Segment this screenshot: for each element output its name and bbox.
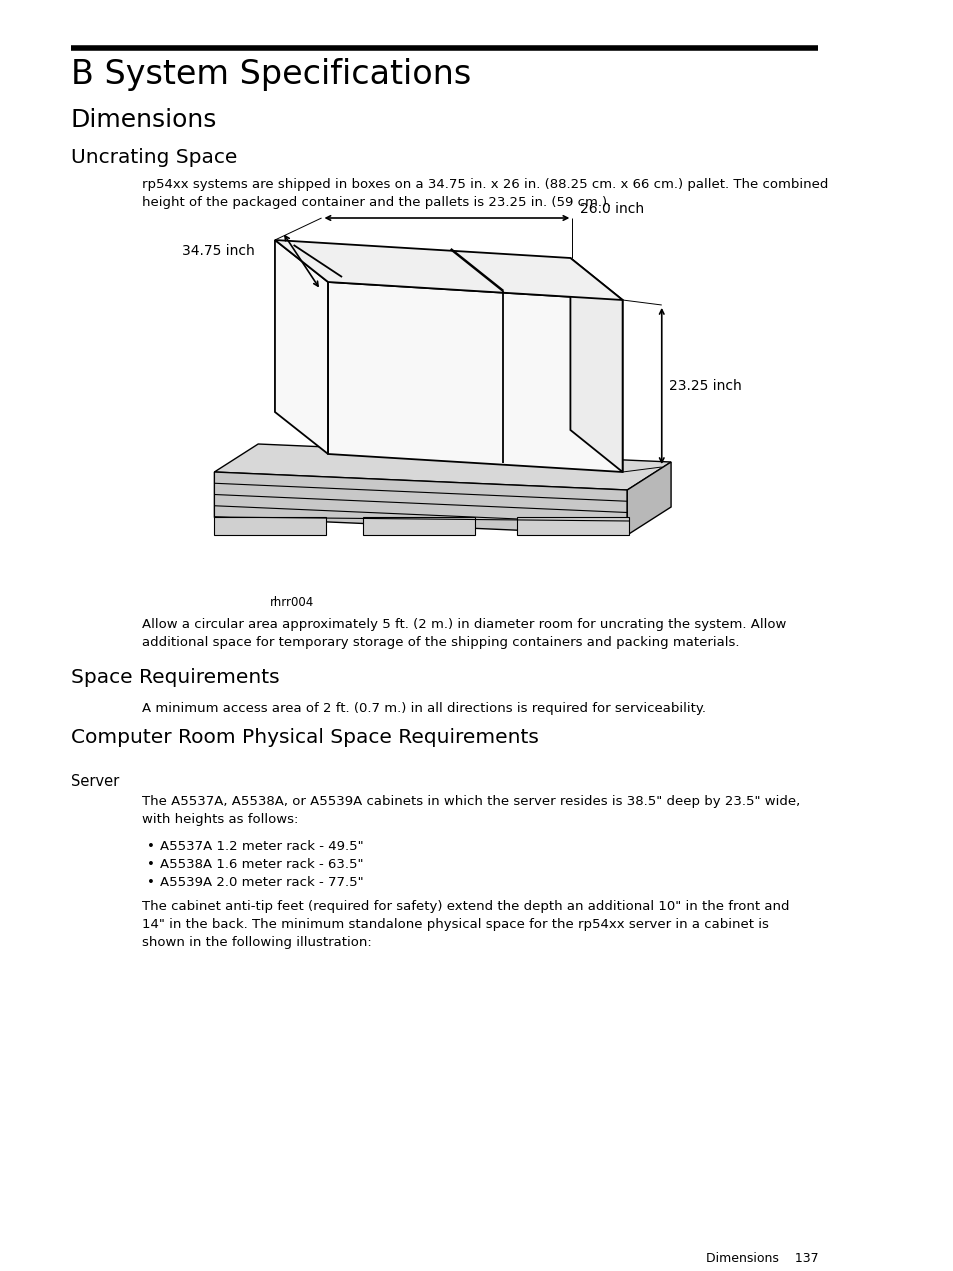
Text: The cabinet anti-tip feet (required for safety) extend the depth an additional 1: The cabinet anti-tip feet (required for …	[142, 900, 788, 913]
Text: additional space for temporary storage of the shipping containers and packing ma: additional space for temporary storage o…	[142, 636, 739, 649]
Polygon shape	[214, 517, 326, 535]
Text: Uncrating Space: Uncrating Space	[71, 147, 237, 167]
Text: rhrr004: rhrr004	[270, 596, 314, 609]
Text: Server: Server	[71, 774, 119, 789]
Text: •: •	[147, 840, 155, 853]
Text: •: •	[147, 876, 155, 888]
Text: A5537A 1.2 meter rack - 49.5": A5537A 1.2 meter rack - 49.5"	[160, 840, 363, 853]
Text: height of the packaged container and the pallets is 23.25 in. (59 cm.).: height of the packaged container and the…	[142, 196, 610, 208]
Polygon shape	[627, 461, 670, 535]
Polygon shape	[214, 472, 627, 535]
Text: Computer Room Physical Space Requirements: Computer Room Physical Space Requirement…	[71, 728, 538, 747]
Text: Allow a circular area approximately 5 ft. (2 m.) in diameter room for uncrating : Allow a circular area approximately 5 ft…	[142, 618, 785, 630]
Text: Dimensions    137: Dimensions 137	[705, 1252, 818, 1265]
Text: B System Specifications: B System Specifications	[71, 58, 471, 92]
Text: 23.25 inch: 23.25 inch	[668, 379, 741, 393]
Text: •: •	[147, 858, 155, 871]
Text: with heights as follows:: with heights as follows:	[142, 813, 297, 826]
Text: rp54xx systems are shipped in boxes on a 34.75 in. x 26 in. (88.25 cm. x 66 cm.): rp54xx systems are shipped in boxes on a…	[142, 178, 827, 191]
Text: A minimum access area of 2 ft. (0.7 m.) in all directions is required for servic: A minimum access area of 2 ft. (0.7 m.) …	[142, 702, 705, 716]
Text: Space Requirements: Space Requirements	[71, 669, 279, 688]
Polygon shape	[328, 282, 622, 472]
Polygon shape	[570, 258, 622, 472]
Text: shown in the following illustration:: shown in the following illustration:	[142, 935, 371, 949]
Polygon shape	[214, 444, 670, 491]
Polygon shape	[363, 517, 475, 535]
Polygon shape	[274, 240, 622, 300]
Text: Dimensions: Dimensions	[71, 108, 217, 132]
Polygon shape	[517, 517, 628, 535]
Text: 34.75 inch: 34.75 inch	[182, 244, 254, 258]
Text: A5538A 1.6 meter rack - 63.5": A5538A 1.6 meter rack - 63.5"	[160, 858, 363, 871]
Polygon shape	[274, 240, 328, 454]
Text: The A5537A, A5538A, or A5539A cabinets in which the server resides is 38.5" deep: The A5537A, A5538A, or A5539A cabinets i…	[142, 794, 799, 808]
Text: 14" in the back. The minimum standalone physical space for the rp54xx server in : 14" in the back. The minimum standalone …	[142, 918, 768, 930]
Text: A5539A 2.0 meter rack - 77.5": A5539A 2.0 meter rack - 77.5"	[160, 876, 363, 888]
Text: 26.0 inch: 26.0 inch	[579, 202, 643, 216]
